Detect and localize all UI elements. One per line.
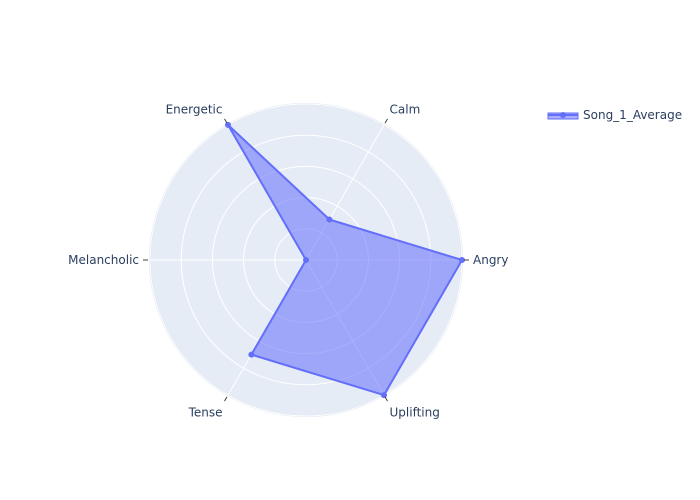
data-point[interactable]	[326, 216, 333, 223]
angular-label: Calm	[390, 102, 421, 116]
legend-swatch-marker	[560, 112, 566, 118]
angular-label: Tense	[188, 406, 223, 420]
angular-label: Uplifting	[390, 406, 440, 420]
data-point[interactable]	[248, 351, 255, 358]
angular-tick	[224, 396, 228, 402]
data-point[interactable]	[381, 392, 387, 399]
angular-axis-labels: Angry Calm Energetic Melancholic Tense Uplift…	[68, 102, 508, 419]
series-area	[225, 121, 465, 399]
legend-item-label: Song_1_Average	[583, 108, 682, 122]
angular-tick	[384, 396, 388, 402]
angular-label: Angry	[473, 253, 508, 267]
angular-tick	[224, 118, 228, 124]
angular-tick	[384, 118, 388, 124]
angular-label: Melancholic	[68, 253, 139, 267]
angular-label: Energetic	[166, 102, 223, 116]
legend[interactable]: Song_1_Average	[547, 108, 682, 122]
data-point[interactable]	[303, 257, 309, 263]
data-point[interactable]	[225, 121, 231, 128]
data-point[interactable]	[459, 257, 465, 263]
